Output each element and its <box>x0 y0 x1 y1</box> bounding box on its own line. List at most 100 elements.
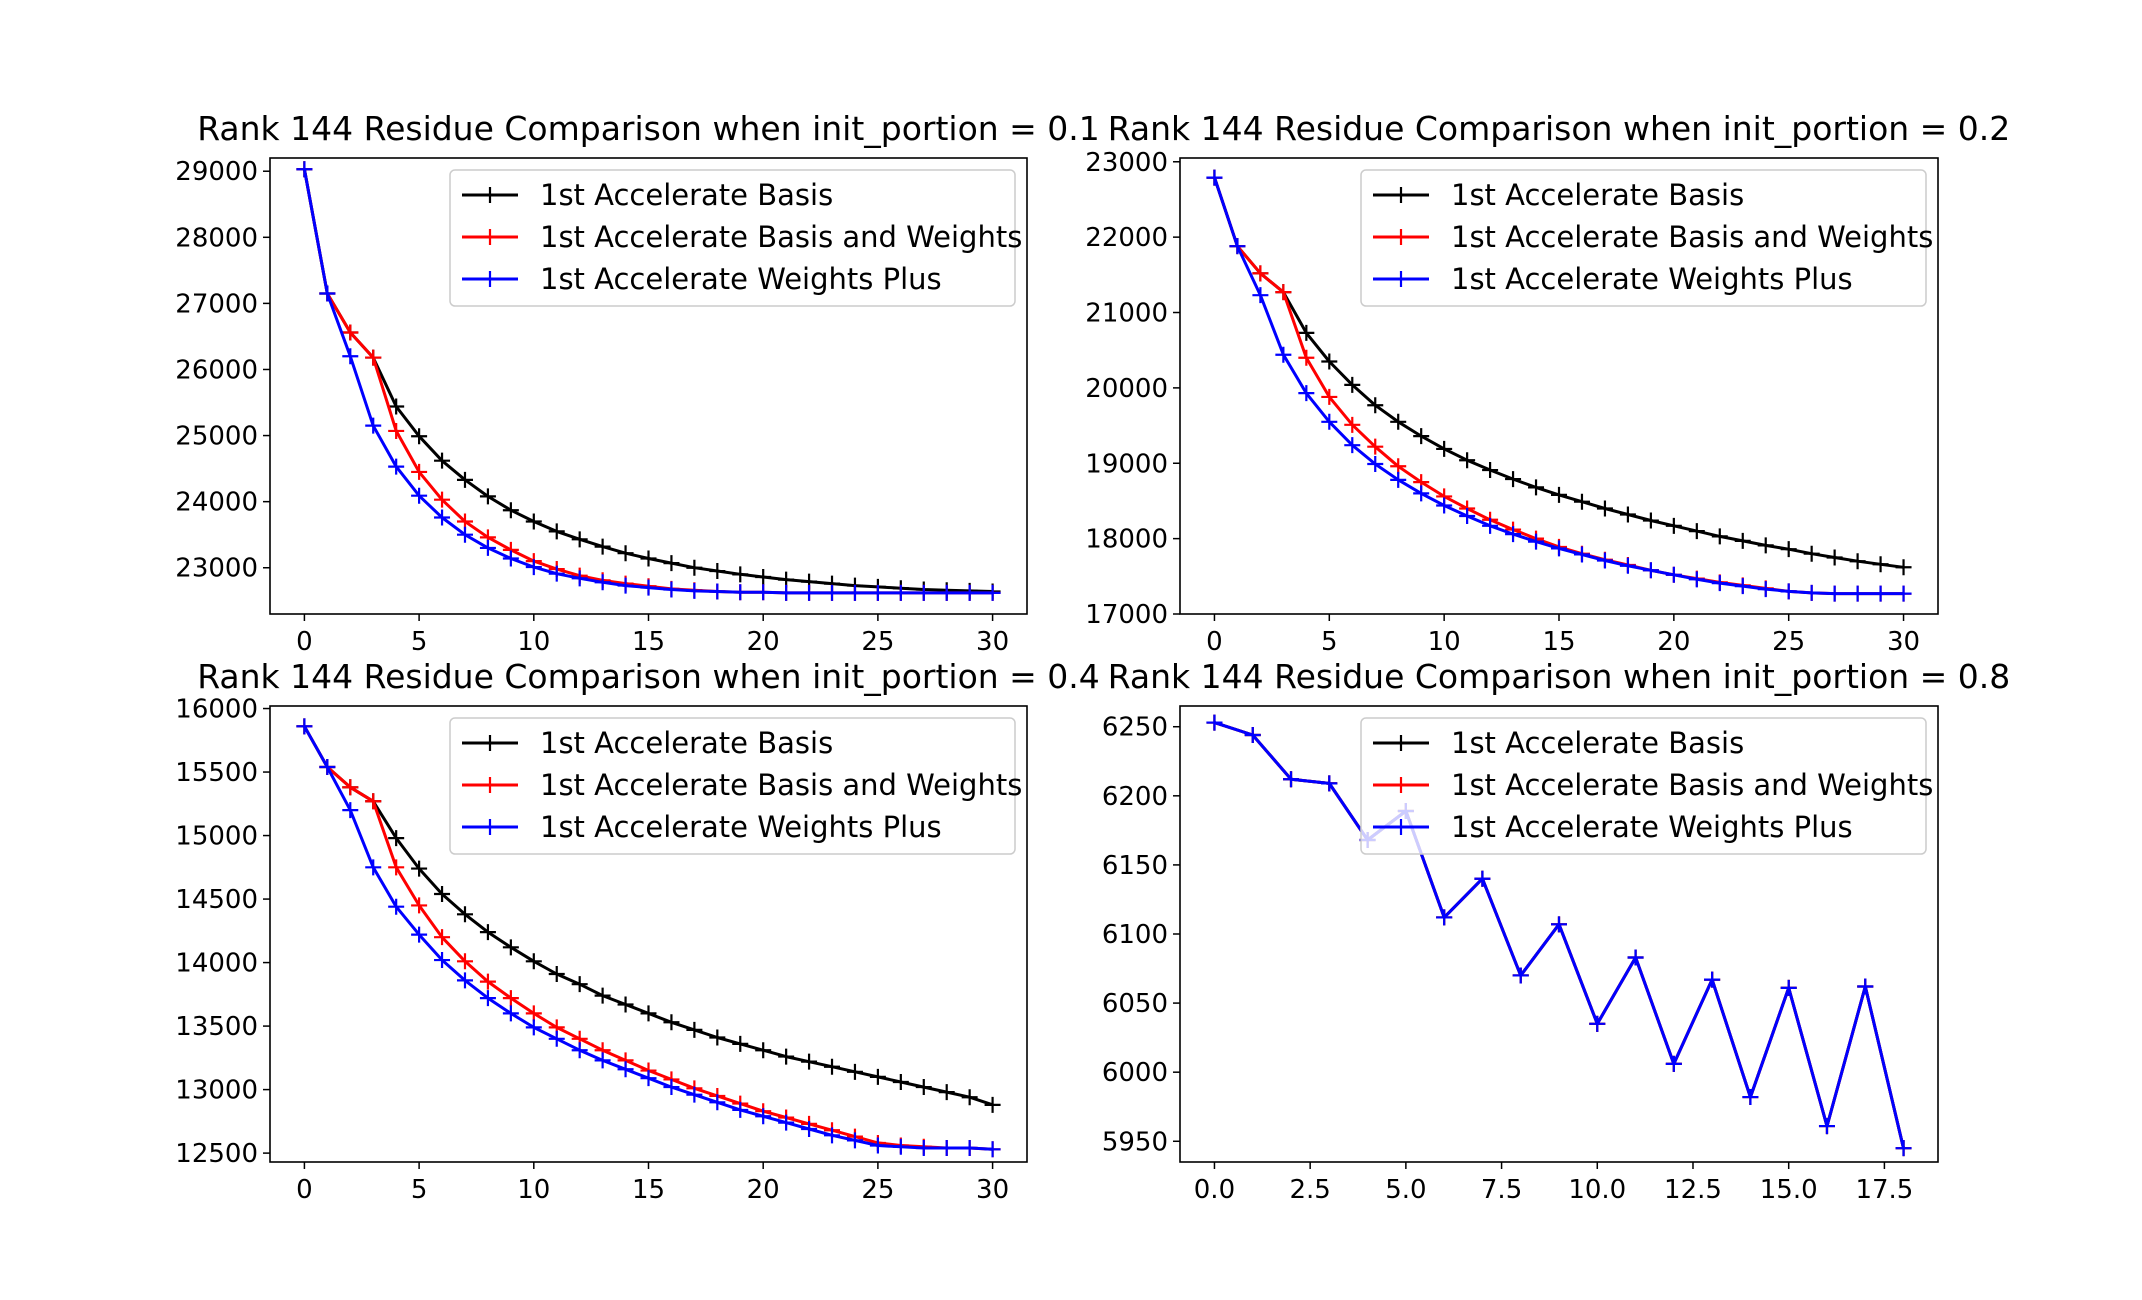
data-point <box>938 1140 955 1157</box>
y-tick-label: 6100 <box>1102 920 1168 950</box>
y-tick-label: 23000 <box>175 554 258 584</box>
legend-label: 1st Accelerate Basis and Weights <box>1451 768 1933 802</box>
data-point <box>778 584 795 601</box>
data-point <box>1734 578 1751 595</box>
x-tick-label: 15.0 <box>1760 1175 1818 1205</box>
y-tick-label: 23000 <box>1085 148 1168 178</box>
data-point <box>411 860 428 877</box>
data-point <box>594 987 611 1004</box>
data-point <box>571 976 588 993</box>
data-point <box>984 1141 1001 1158</box>
data-point <box>938 584 955 601</box>
data-point <box>1344 376 1361 393</box>
data-point <box>732 1101 749 1118</box>
y-tick-label: 20000 <box>1085 374 1168 404</box>
y-tick-label: 18000 <box>1085 525 1168 555</box>
y-tick-label: 21000 <box>1085 299 1168 329</box>
data-point <box>1688 523 1705 540</box>
x-tick-label: 25 <box>861 1175 894 1205</box>
data-point <box>1551 916 1567 933</box>
x-tick-label: 12.5 <box>1664 1175 1722 1205</box>
data-point <box>1436 909 1453 926</box>
y-tick-label: 17000 <box>1085 600 1168 630</box>
data-point <box>1390 458 1407 475</box>
data-point <box>732 566 749 583</box>
data-point <box>548 1030 565 1047</box>
series-1st-accelerate-weights-plus <box>296 718 1001 1158</box>
y-tick-label: 13500 <box>175 1012 258 1042</box>
data-point <box>502 502 519 519</box>
data-point <box>1596 552 1613 569</box>
data-point <box>1436 497 1453 514</box>
data-point <box>1780 583 1797 600</box>
legend-box <box>449 717 1016 855</box>
x-tick-label: 10 <box>1428 627 1461 657</box>
y-tick-label: 15500 <box>175 758 258 788</box>
axes-frame <box>1179 157 1939 615</box>
legend: 1st Accelerate Basis 1st Accelerate Basis… <box>1360 717 1933 855</box>
data-point <box>1895 585 1912 602</box>
data-point <box>1390 471 1407 488</box>
x-tick-label: 5 <box>411 627 428 657</box>
y-tick-label: 14000 <box>175 949 258 979</box>
data-point <box>502 550 519 567</box>
x-tick-label: 7.5 <box>1481 1175 1522 1205</box>
data-point <box>571 1042 588 1059</box>
data-point <box>663 555 680 572</box>
data-point <box>892 1138 909 1155</box>
data-point <box>1413 485 1430 502</box>
data-point <box>594 538 611 555</box>
data-point <box>434 509 451 526</box>
x-tick-label: 0 <box>296 1175 313 1205</box>
series-1st-accelerate-weights-plus <box>1206 714 1912 1157</box>
data-point <box>411 487 428 504</box>
data-point <box>1780 541 1797 558</box>
y-tick-label: 29000 <box>175 157 258 187</box>
data-point <box>755 1108 772 1125</box>
data-point <box>869 1137 886 1154</box>
data-point <box>1849 553 1866 570</box>
chart-title: Rank 144 Residue Comparison when init_po… <box>197 109 1100 148</box>
legend-marker <box>1393 819 1409 835</box>
data-point <box>1642 512 1659 529</box>
data-point <box>1321 413 1338 430</box>
data-point <box>1803 545 1820 562</box>
data-point <box>1665 517 1682 534</box>
data-point <box>1275 284 1292 301</box>
data-point <box>869 584 886 601</box>
data-point <box>1619 506 1636 523</box>
x-tick-label: 0 <box>1206 627 1223 657</box>
data-point <box>479 488 496 505</box>
data-point <box>824 1127 841 1144</box>
data-point <box>434 952 451 969</box>
data-point <box>1665 566 1682 583</box>
data-point <box>1826 549 1843 566</box>
data-point <box>1283 771 1300 788</box>
data-point <box>709 583 726 600</box>
data-point <box>984 1096 1001 1113</box>
data-point <box>456 471 473 488</box>
y-tick-label: 6250 <box>1102 713 1168 743</box>
subplot-init-portion-0-8: Rank 144 Residue Comparison when init_po… <box>1102 657 2010 1205</box>
data-point <box>525 513 542 530</box>
data-point <box>1551 486 1567 503</box>
data-point <box>342 324 359 341</box>
legend-marker <box>482 187 498 203</box>
data-point <box>502 990 519 1007</box>
data-point <box>1344 437 1361 454</box>
y-tick-label: 16000 <box>175 695 258 725</box>
data-point <box>388 458 405 475</box>
data-point <box>1321 775 1338 792</box>
legend-marker <box>1393 229 1409 245</box>
data-point <box>365 417 382 434</box>
data-point <box>479 973 496 990</box>
series-1st-accelerate-weights-plus <box>1206 169 1912 602</box>
data-point <box>1505 526 1522 543</box>
data-point <box>801 1120 818 1137</box>
data-point <box>892 584 909 601</box>
data-point <box>1665 1055 1682 1072</box>
data-point <box>1528 479 1545 496</box>
data-point <box>1849 585 1866 602</box>
data-point <box>1252 265 1269 282</box>
